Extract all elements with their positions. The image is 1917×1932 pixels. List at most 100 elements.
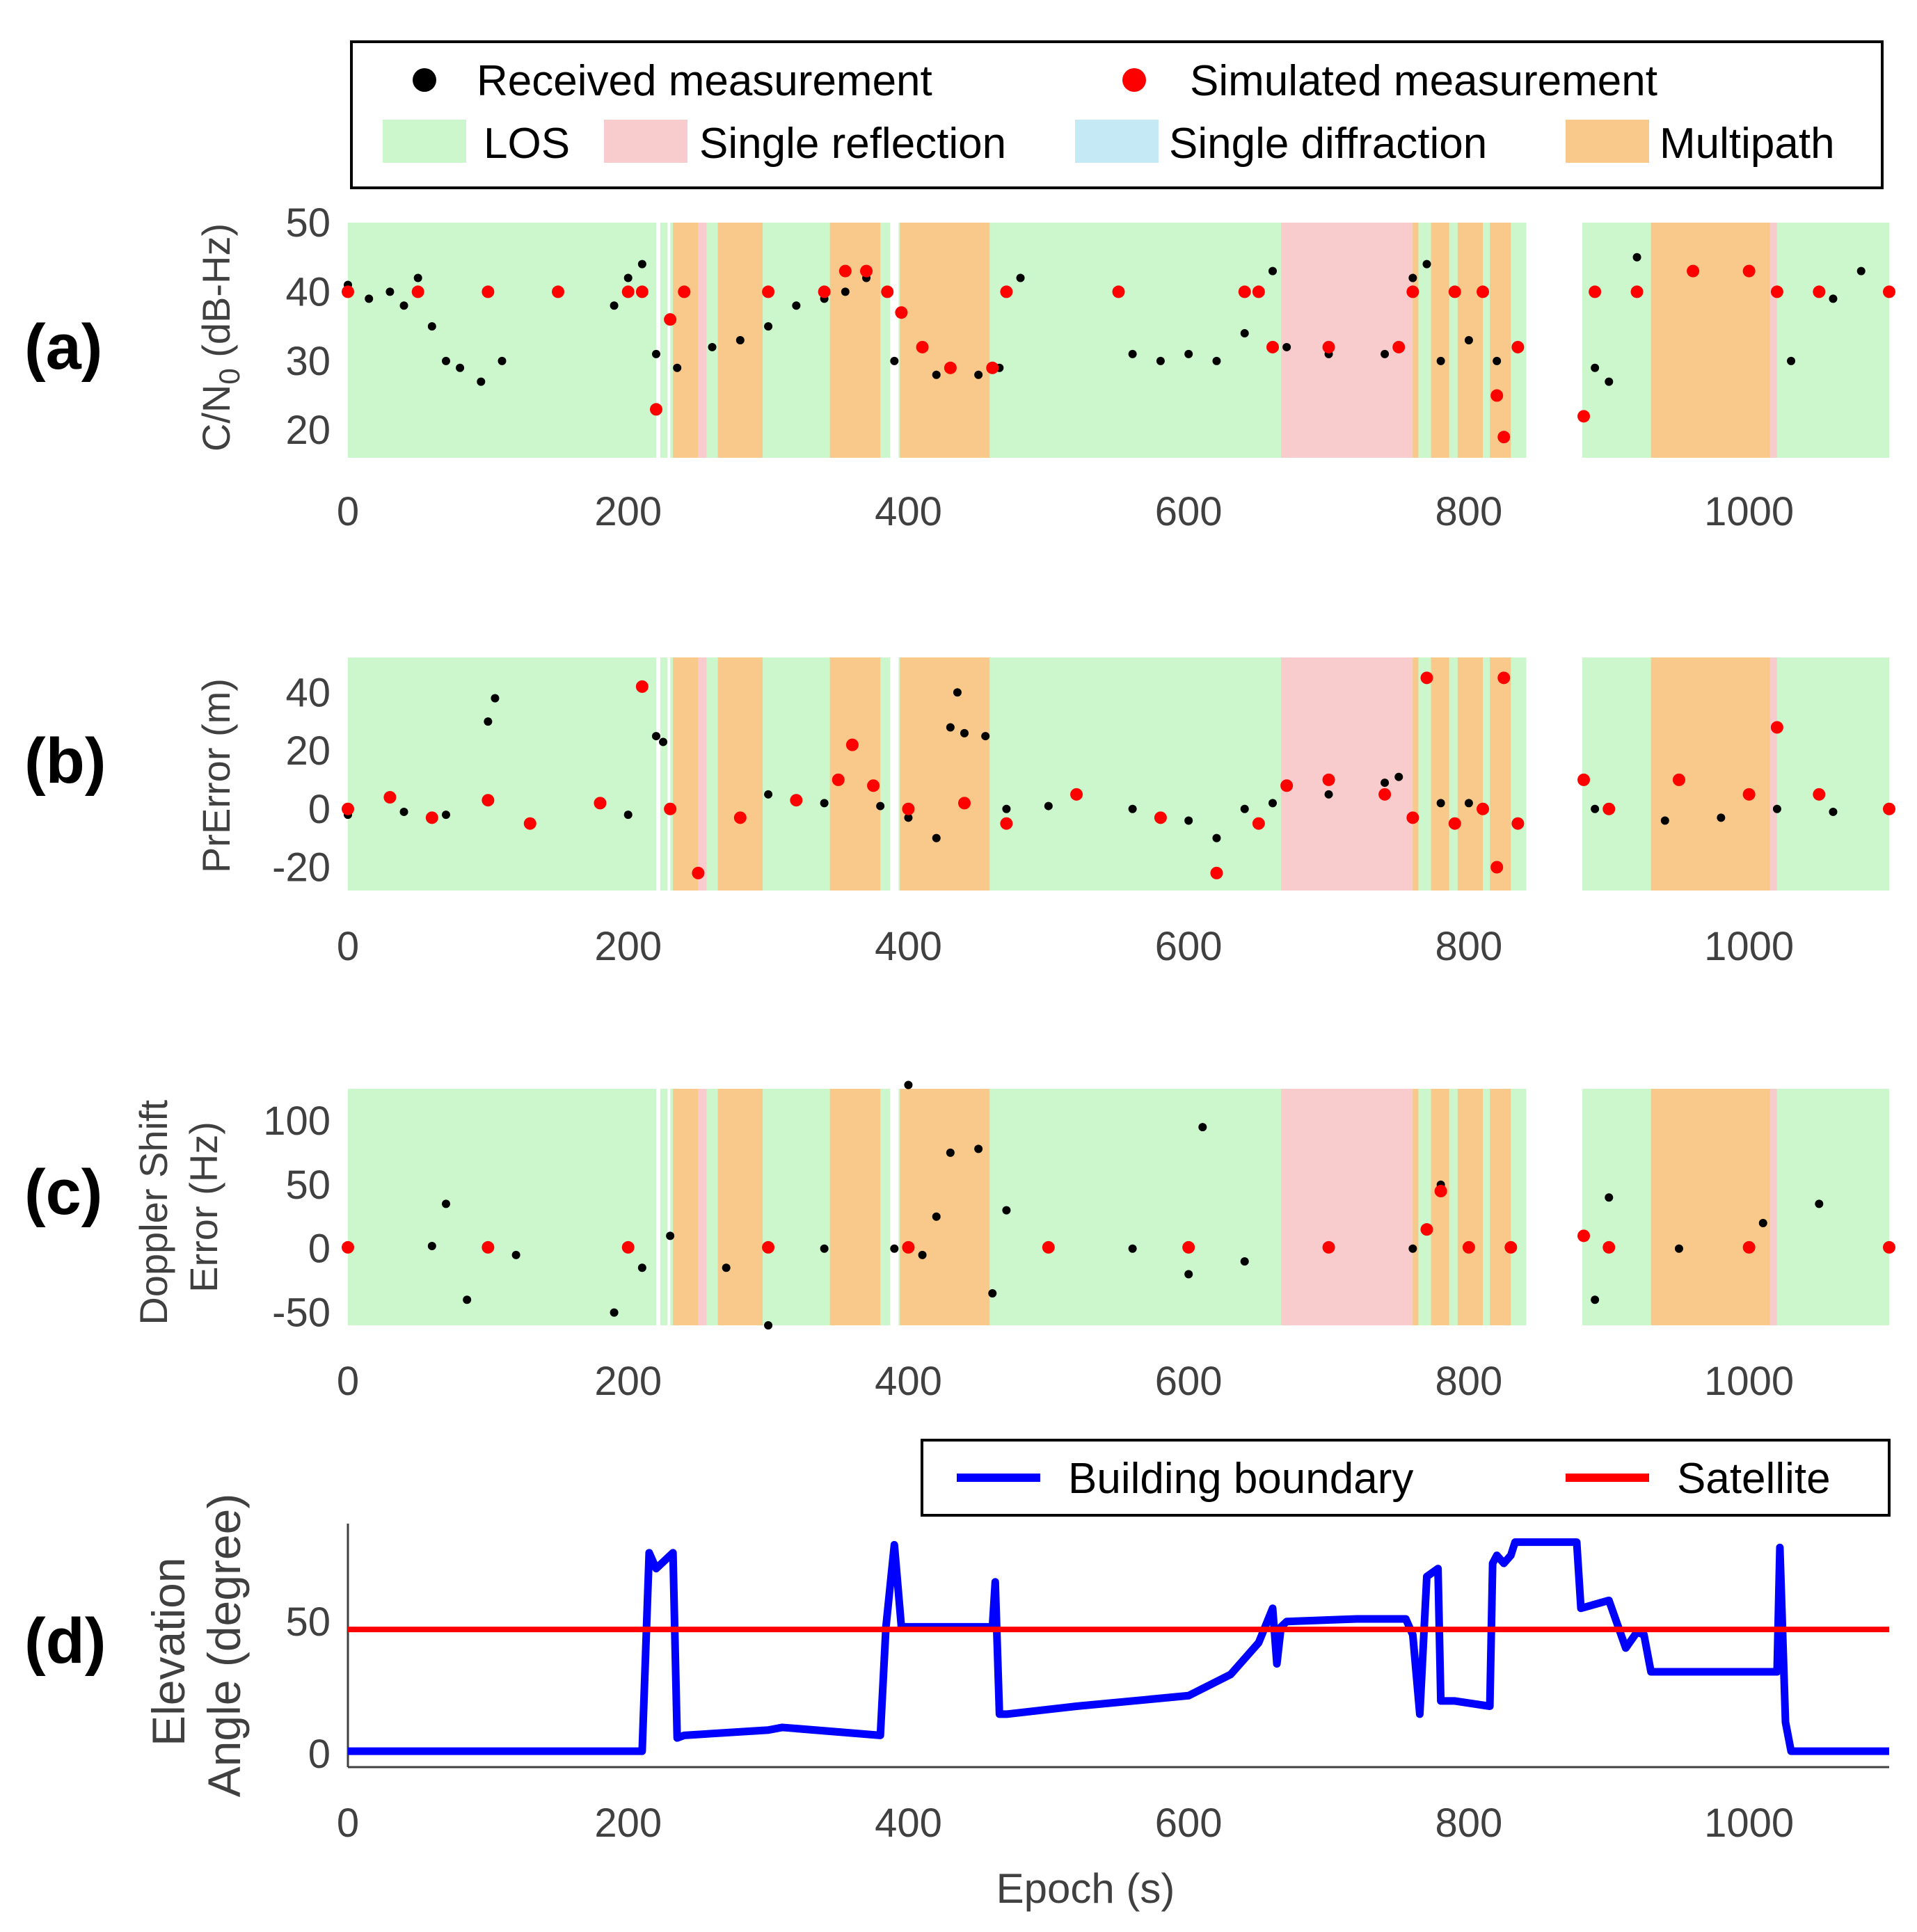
simulated-point bbox=[916, 340, 929, 353]
x-tick-label: 800 bbox=[1435, 1801, 1503, 1846]
ylabel-c: Doppler Shift Error (Hz) bbox=[132, 1089, 225, 1325]
simulated-point bbox=[1577, 773, 1591, 786]
simulated-point bbox=[523, 817, 536, 830]
ylabel-d-line2: Angle (degree) bbox=[198, 1494, 250, 1798]
legend-patch-los bbox=[383, 120, 466, 163]
legend-marker-simulated bbox=[1122, 68, 1146, 92]
y-tick-label: 50 bbox=[285, 1599, 331, 1645]
received-point bbox=[1408, 1244, 1417, 1253]
ylabel-c-line1: Doppler Shift bbox=[132, 1099, 175, 1325]
region-multipath bbox=[1457, 657, 1484, 891]
region-multipath bbox=[1413, 223, 1419, 458]
simulated-point bbox=[1392, 340, 1406, 353]
simulated-point bbox=[1504, 1240, 1518, 1254]
received-point bbox=[399, 807, 408, 816]
received-point bbox=[637, 260, 646, 269]
region-multipath bbox=[1650, 1089, 1770, 1325]
received-point bbox=[1436, 356, 1445, 365]
simulated-point bbox=[1477, 285, 1490, 298]
received-point bbox=[974, 1144, 983, 1153]
simulated-point bbox=[902, 1240, 915, 1254]
simulated-point bbox=[650, 403, 662, 416]
received-point bbox=[1198, 1123, 1207, 1132]
simulated-point bbox=[762, 285, 775, 298]
region-multipath bbox=[900, 657, 990, 891]
received-point bbox=[456, 363, 465, 372]
received-point bbox=[498, 356, 507, 365]
received-point bbox=[441, 1199, 450, 1208]
simulated-point bbox=[958, 797, 971, 810]
simulated-point bbox=[1322, 1240, 1335, 1254]
region-multipath bbox=[1413, 1089, 1419, 1325]
received-point bbox=[890, 356, 899, 365]
simulated-point bbox=[664, 802, 677, 815]
received-point bbox=[890, 1244, 899, 1253]
ylabel-d-line1: Elevation bbox=[143, 1557, 194, 1746]
received-point bbox=[666, 1231, 675, 1240]
legend-patch-reflection bbox=[604, 120, 687, 163]
received-point bbox=[876, 801, 885, 811]
simulated-point bbox=[895, 306, 908, 319]
simulated-point bbox=[1813, 788, 1826, 801]
ylabel-a-main: C/N bbox=[194, 385, 238, 452]
x-tick-label: 400 bbox=[875, 1359, 942, 1404]
received-point bbox=[1268, 266, 1277, 276]
received-point bbox=[1632, 253, 1641, 262]
simulated-point bbox=[1630, 285, 1644, 298]
panel-label-d: (d) bbox=[24, 1606, 106, 1677]
received-point bbox=[1002, 804, 1011, 813]
y-tick-label: 0 bbox=[308, 787, 331, 832]
simulated-point bbox=[1490, 861, 1504, 874]
simulated-point bbox=[383, 791, 397, 804]
received-point bbox=[1436, 799, 1445, 808]
received-point bbox=[1493, 356, 1502, 365]
region-multipath bbox=[673, 223, 699, 458]
region-separator bbox=[667, 657, 671, 891]
received-point bbox=[820, 799, 829, 808]
y-tick-label: 40 bbox=[285, 269, 331, 314]
simulated-point bbox=[342, 285, 354, 298]
simulated-point bbox=[1280, 779, 1294, 792]
received-point bbox=[1240, 804, 1249, 813]
simulated-point bbox=[678, 285, 691, 298]
region-separator bbox=[667, 1089, 671, 1325]
received-point bbox=[1381, 349, 1390, 358]
received-point bbox=[735, 336, 745, 344]
simulated-point bbox=[1577, 1229, 1591, 1243]
received-point bbox=[427, 322, 436, 331]
received-point bbox=[1324, 790, 1333, 799]
simulated-point bbox=[1742, 264, 1756, 278]
received-point bbox=[974, 370, 983, 379]
region-reflection bbox=[1281, 223, 1413, 458]
region-multipath bbox=[900, 1089, 990, 1325]
simulated-point bbox=[867, 779, 880, 792]
legend-label-reflection: Single reflection bbox=[699, 120, 1006, 168]
simulated-point bbox=[1070, 788, 1083, 801]
region-reflection bbox=[1769, 223, 1777, 458]
top-legend-box bbox=[350, 40, 1884, 189]
simulated-point bbox=[1883, 802, 1895, 815]
x-tick-label: 200 bbox=[594, 924, 662, 969]
region-multipath bbox=[900, 223, 990, 458]
region-separator bbox=[656, 1089, 661, 1325]
region-multipath bbox=[1650, 657, 1770, 891]
received-point bbox=[1815, 1199, 1824, 1208]
region-separator bbox=[890, 1089, 899, 1325]
x-tick-label: 600 bbox=[1155, 924, 1223, 969]
legend-label-received: Received measurement bbox=[477, 57, 932, 105]
y-tick-label: 0 bbox=[308, 1227, 331, 1272]
received-point bbox=[981, 732, 990, 741]
simulated-point bbox=[1420, 671, 1433, 685]
y-tick-label: 50 bbox=[285, 200, 331, 246]
ylabel-b: PrError (m) bbox=[194, 678, 238, 873]
received-point bbox=[1408, 273, 1417, 282]
simulated-point bbox=[1378, 788, 1392, 801]
received-point bbox=[441, 811, 450, 820]
simulated-point bbox=[1589, 285, 1602, 298]
region-multipath bbox=[1490, 223, 1511, 458]
region-reflection bbox=[1281, 1089, 1413, 1325]
x-tick-label: 400 bbox=[875, 489, 942, 534]
legend-patch-diffraction bbox=[1075, 120, 1159, 163]
simulated-point bbox=[1497, 431, 1511, 444]
